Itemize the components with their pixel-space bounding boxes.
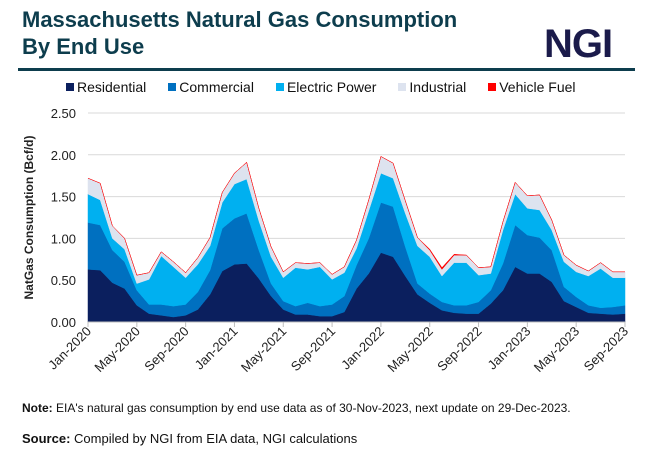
title-line-2: By End Use [22,34,145,59]
x-tick-label: Jan-2023 [485,324,534,373]
x-tick-label: May-2022 [384,324,435,375]
stacked-area-chart: 0.00 0.50 1.00 1.50 2.00 2.50 Jan-2020May-2020… [22,106,631,375]
x-tick-label: Sep-2021 [288,324,338,374]
chart-title: Massachusetts Natural Gas Consumption By… [22,6,457,60]
note-label: Note: [22,401,53,415]
legend-item: Vehicle Fuel [488,79,576,95]
note: Note: EIA's natural gas consumption by e… [22,401,571,415]
y-tick-label: 2.50 [51,106,76,121]
x-tick-label: Sep-2023 [581,324,631,374]
x-tick-label: Jan-2022 [338,324,387,373]
x-tick-label: Sep-2022 [434,324,484,374]
note-text: EIA's natural gas consumption by end use… [52,401,571,415]
x-tick-label: Jan-2021 [192,324,241,373]
y-tick-label: 0.50 [51,273,76,288]
legend-item: Commercial [168,79,254,95]
x-tick-label: Jan-2020 [45,324,94,373]
legend-label: Industrial [409,79,467,95]
legend-swatch [66,83,74,91]
area-vehicle-fuel [87,156,625,276]
x-tick-label: Sep-2020 [141,324,191,374]
x-tick-label: May-2020 [91,324,142,375]
legend: Residential Commercial Electric Power Indus… [66,79,576,95]
source-text: Compiled by NGI from EIA data, NGI calcu… [70,431,358,446]
legend-label: Electric Power [286,79,377,95]
y-tick-label: 1.50 [51,190,76,205]
legend-swatch [488,83,497,91]
legend-swatch [168,83,177,91]
y-tick-label: 1.00 [51,231,76,246]
legend-item: Industrial [398,79,466,95]
legend-item: Residential [66,79,146,95]
source: Source: Compiled by NGI from EIA data, N… [22,431,357,446]
legend-swatch [275,83,284,91]
y-tick-label: 2.00 [51,148,76,163]
x-tick-label: May-2021 [238,324,289,375]
title-divider [18,68,635,71]
ngi-logo: NGI [544,22,613,66]
legend-swatch [398,83,407,91]
source-label: Source: [22,431,71,446]
legend-label: Residential [77,79,147,95]
legend-label: Vehicle Fuel [499,79,576,95]
y-tick-label: 0.00 [51,315,76,330]
legend-label: Commercial [179,79,254,95]
legend-item: Electric Power [275,79,377,95]
title-line-1: Massachusetts Natural Gas Consumption [22,7,458,32]
x-tick-label: May-2023 [531,324,582,375]
y-axis-label: NatGas Consumption (Bcf/d) [22,135,36,299]
